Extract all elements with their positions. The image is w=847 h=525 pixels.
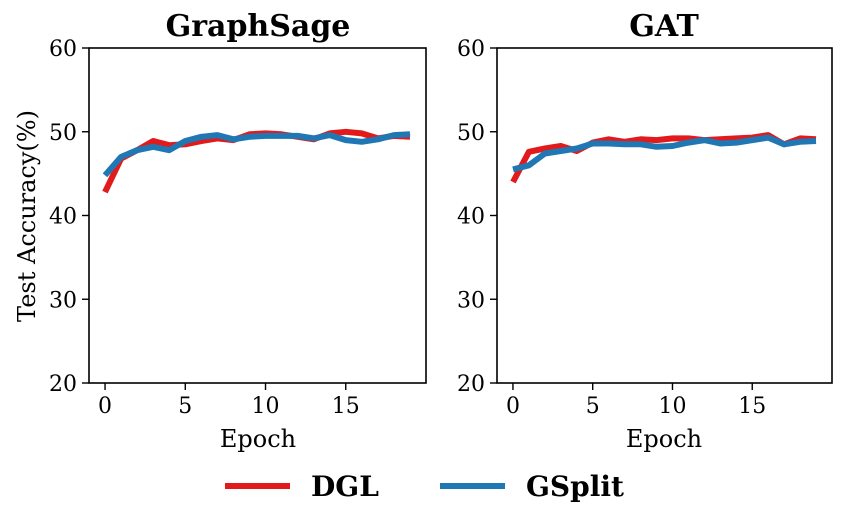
x-tick-label: 10 (252, 394, 280, 419)
x-tick-label: 5 (586, 394, 600, 419)
legend-label-dgl: DGL (311, 470, 379, 503)
series-line-dgl (510, 132, 817, 184)
series-line-gsplit (512, 134, 817, 173)
y-tick-label: 60 (457, 37, 485, 62)
x-tick-label: 5 (178, 394, 192, 419)
x-tick-label: 15 (738, 394, 766, 419)
y-axis-label: Test Accuracy(%) (13, 110, 41, 322)
x-tick-label: 0 (98, 394, 112, 419)
y-tick-label: 40 (457, 205, 485, 230)
x-tick-label: 10 (658, 394, 686, 419)
gat-panel: GAT Epoch 0 5 10 15 20 30 40 50 60 (457, 9, 833, 453)
x-tick-label: 15 (332, 394, 360, 419)
series-line-gsplit (102, 131, 411, 178)
y-tick-label: 20 (49, 372, 77, 397)
y-tick-label: 30 (457, 288, 485, 313)
y-tick-label: 40 (49, 205, 77, 230)
y-tick-label: 50 (457, 121, 485, 146)
x-axis-label-gat: Epoch (626, 425, 702, 453)
y-tick-label: 50 (49, 121, 77, 146)
legend: DGL GSplit (225, 470, 624, 503)
y-tick-label: 30 (49, 288, 77, 313)
graphsage-panel: GraphSage Test Accuracy(%) Epoch 0 5 10 15 2… (13, 9, 427, 453)
plot-frame (496, 47, 833, 384)
gat-title: GAT (629, 9, 699, 44)
legend-label-gsplit: GSplit (526, 470, 624, 503)
graphsage-title: GraphSage (166, 9, 351, 44)
plot-frame (88, 47, 427, 384)
x-axis-label-graphsage: Epoch (220, 425, 296, 453)
x-tick-label: 0 (506, 394, 520, 419)
y-tick-label: 20 (457, 372, 485, 397)
y-tick-label: 60 (49, 37, 77, 62)
